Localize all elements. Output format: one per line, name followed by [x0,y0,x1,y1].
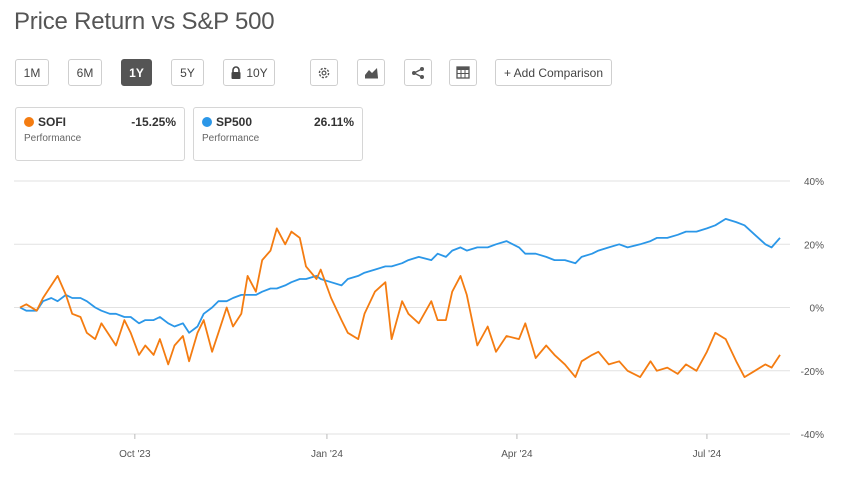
legend-name-sp500: SP500 [216,115,253,129]
share-button[interactable] [404,59,432,86]
range-10y-label: 10Y [246,65,268,80]
y-tick-label: -40% [801,430,824,441]
legend-sub-sp500: Performance [202,133,260,144]
legend-sub-sofi: Performance [24,133,82,144]
legend-dot-sp500 [202,117,212,127]
table-icon [456,66,470,79]
legend-value-sp500: 26.11% [313,115,354,129]
y-tick-label: 40% [804,177,824,188]
x-tick-label: Jul '24 [693,449,722,460]
range-1m-button[interactable]: 1M [15,59,49,86]
series-line-sofi [19,227,781,378]
chart-type-button[interactable] [357,59,385,86]
legend-card-sp500[interactable]: SP500 26.11% Performance [193,107,363,161]
range-10y-button[interactable]: 10Y [223,59,275,86]
add-comparison-button[interactable]: + Add Comparison [495,59,612,86]
area-chart-icon [364,68,378,79]
y-tick-label: -20% [801,367,824,378]
x-tick-label: Oct '23 [119,449,151,460]
legend-card-sofi[interactable]: SOFI -15.25% Performance [15,107,185,161]
chart-toolbar: 1M 6M 1Y 5Y 10Y + [0,59,858,87]
page-title: Price Return vs S&P 500 [14,8,275,35]
legend-name-sofi: SOFI [38,115,67,129]
lock-icon [231,65,241,79]
share-icon [412,66,424,79]
y-tick-label: 20% [804,240,824,251]
settings-button[interactable] [310,59,338,86]
range-1y-button[interactable]: 1Y [121,59,152,86]
y-tick-label: 0% [810,304,825,315]
settings-gear-icon [318,67,330,78]
range-5y-button[interactable]: 5Y [171,59,204,86]
x-tick-label: Apr '24 [501,449,533,460]
series-line-sp500 [19,218,781,334]
x-tick-label: Jan '24 [311,449,343,460]
range-6m-button[interactable]: 6M [68,59,102,86]
legend-value-sofi: -15.25% [131,115,176,129]
legend-dot-sofi [24,117,34,127]
table-view-button[interactable] [449,59,477,86]
